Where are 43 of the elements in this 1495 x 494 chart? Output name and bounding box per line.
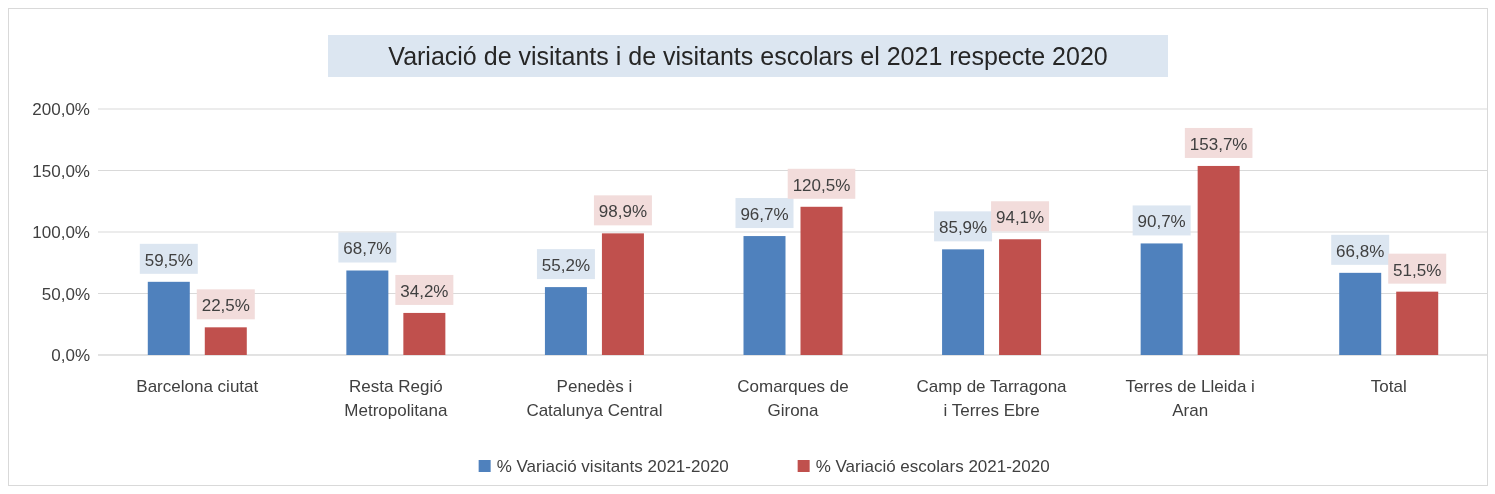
bar — [743, 236, 786, 355]
data-label: 66,8% — [1336, 241, 1385, 261]
bar — [942, 249, 985, 355]
data-label: 120,5% — [792, 175, 851, 195]
legend-label: % Variació visitants 2021-2020 — [496, 457, 729, 476]
bar — [1197, 165, 1240, 355]
data-label: 85,9% — [938, 218, 988, 238]
x-tick-label: Camp de Tarragona i Terres Ebre — [916, 377, 1068, 420]
bar — [147, 281, 190, 355]
data-label: 34,2% — [400, 281, 449, 301]
data-label: 55,2% — [541, 256, 591, 276]
data-label: 94,1% — [995, 208, 1045, 228]
y-tick-label: 100,0% — [32, 223, 90, 242]
y-tick-label: 0,0% — [51, 346, 90, 365]
bar — [800, 206, 843, 355]
x-tick-label: Resta Regió Metropolitana — [344, 377, 448, 420]
legend-label: % Variació escolars 2021-2020 — [815, 457, 1050, 476]
data-label: 59,5% — [144, 250, 193, 270]
y-tick-label: 150,0% — [32, 161, 90, 181]
data-label: 68,7% — [343, 239, 392, 259]
bar — [1339, 272, 1382, 355]
chart-title: Variació de visitants i de visitants escolars el 2021 respecte 2020 — [388, 42, 1108, 70]
x-tick-label: Terres de Lleida i Aran — [1125, 377, 1255, 420]
data-label: 153,7% — [1189, 134, 1248, 154]
bar — [204, 327, 247, 355]
y-tick-label: 200,0% — [32, 100, 90, 119]
data-label: 51,5% — [1393, 260, 1442, 280]
bar — [544, 287, 587, 355]
x-tick-label: Barcelona ciutat — [136, 377, 259, 396]
y-tick-label: 50,0% — [41, 284, 90, 304]
bar — [601, 233, 644, 355]
bar — [1396, 291, 1439, 355]
bar — [346, 270, 389, 355]
data-label: 90,7% — [1137, 212, 1186, 232]
bar — [403, 312, 446, 355]
data-label: 96,7% — [740, 205, 789, 225]
bar — [999, 239, 1042, 355]
x-tick-label: Penedès i Catalunya Central — [526, 377, 663, 420]
data-label: 22,5% — [201, 296, 250, 316]
x-tick-label: Total — [1370, 377, 1407, 396]
bar — [1140, 243, 1183, 355]
x-tick-label: Comarques de Girona — [737, 377, 849, 420]
data-label: 98,9% — [598, 202, 648, 222]
